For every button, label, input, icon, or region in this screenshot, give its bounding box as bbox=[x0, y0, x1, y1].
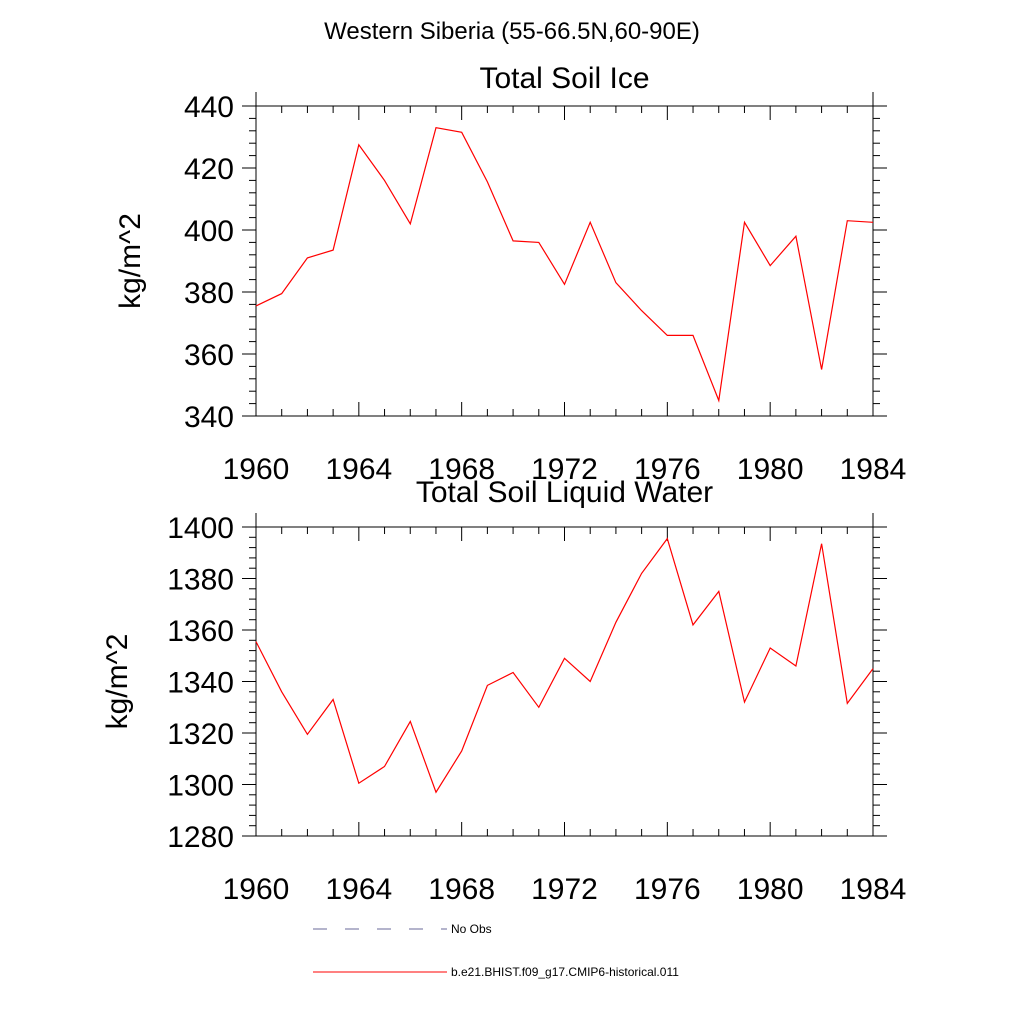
y-tick-label: 380 bbox=[184, 277, 234, 310]
y-tick-label: 400 bbox=[184, 215, 234, 248]
x-tick-label: 1964 bbox=[325, 453, 392, 486]
y-tick-label: 1340 bbox=[167, 667, 234, 700]
y-tick-label: 1280 bbox=[167, 821, 234, 854]
x-tick-label: 1980 bbox=[737, 873, 804, 906]
y-tick-label: 1380 bbox=[167, 564, 234, 597]
x-tick-label: 1960 bbox=[223, 873, 290, 906]
panel-title: Total Soil Liquid Water bbox=[416, 476, 713, 509]
legend-label: No Obs bbox=[451, 922, 492, 936]
y-tick-label: 1300 bbox=[167, 770, 234, 803]
y-axis-label: kg/m^2 bbox=[114, 213, 147, 309]
x-tick-label: 1984 bbox=[840, 873, 907, 906]
series-line bbox=[256, 128, 873, 401]
figure-supertitle: Western Siberia (55-66.5N,60-90E) bbox=[0, 18, 1024, 46]
y-tick-label: 420 bbox=[184, 153, 234, 186]
plot-frame bbox=[256, 527, 873, 836]
y-tick-label: 360 bbox=[184, 339, 234, 372]
legend-label: b.e21.BHIST.f09_g17.CMIP6-historical.011 bbox=[451, 965, 679, 979]
y-axis-label: kg/m^2 bbox=[101, 634, 134, 730]
y-tick-label: 1400 bbox=[167, 512, 234, 545]
panel-2: 1960 1964 1968 1972 1976 1980 1984 1280 1300 1320… bbox=[101, 476, 906, 906]
x-tick-label: 1984 bbox=[840, 453, 907, 486]
y-tick-label: 340 bbox=[184, 401, 234, 434]
panel-title: Total Soil Ice bbox=[479, 62, 649, 95]
x-tick-label: 1976 bbox=[634, 873, 701, 906]
legend: No Obs b.e21.BHIST.f09_g17.CMIP6-historic… bbox=[313, 922, 679, 979]
y-tick-label: 1360 bbox=[167, 615, 234, 648]
series-line bbox=[256, 539, 873, 793]
x-tick-label: 1972 bbox=[531, 873, 598, 906]
plot-frame bbox=[256, 106, 873, 416]
y-tick-label: 1320 bbox=[167, 718, 234, 751]
x-tick-label: 1968 bbox=[428, 873, 495, 906]
x-tick-label: 1964 bbox=[325, 873, 392, 906]
x-tick-label: 1960 bbox=[223, 453, 290, 486]
x-tick-label: 1980 bbox=[737, 453, 804, 486]
y-tick-label: 440 bbox=[184, 91, 234, 124]
